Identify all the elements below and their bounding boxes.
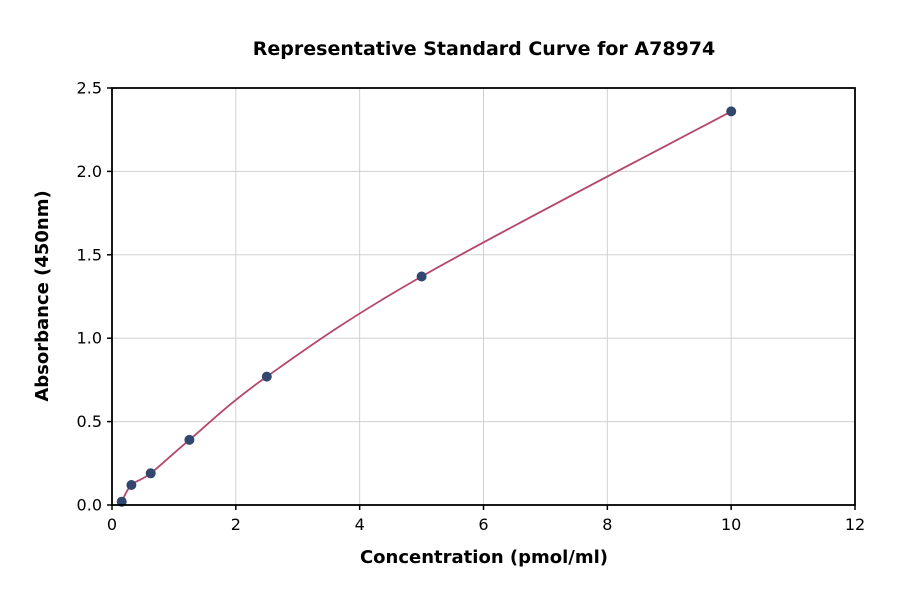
data-point (726, 106, 737, 117)
y-tick-label: 1.5 (77, 245, 102, 264)
fit-curve (120, 110, 732, 503)
gridlines (111, 87, 856, 506)
plot-frame (111, 87, 856, 506)
fit-curve-path (120, 110, 732, 503)
data-points (116, 106, 737, 507)
data-point (145, 468, 156, 479)
x-tick-label: 6 (478, 515, 488, 534)
x-tick-label: 4 (355, 515, 365, 534)
data-point (416, 271, 427, 282)
chart-title: Representative Standard Curve for A78974 (253, 38, 715, 60)
x-tick-label: 8 (602, 515, 612, 534)
x-tick-label: 0 (107, 515, 117, 534)
data-point (126, 480, 137, 490)
tick-labels: 0 2 4 6 8 10 12 0.0 0.5 1.0 1.5 2.0 2.5 (77, 79, 866, 535)
y-axis-label: Absorbance (450nm) (32, 190, 53, 401)
y-tick-label: 1.0 (77, 329, 102, 348)
y-tick-label: 2.0 (77, 162, 102, 181)
y-tick-label: 0.5 (77, 412, 102, 431)
axis-ticks (107, 87, 856, 510)
data-point (184, 434, 195, 445)
data-point (261, 371, 272, 382)
x-tick-label: 10 (721, 515, 741, 534)
y-tick-label: 2.5 (77, 79, 102, 98)
y-tick-label: 0.0 (77, 496, 102, 515)
x-tick-label: 12 (845, 515, 865, 534)
x-axis-label: Concentration (pmol/ml) (360, 547, 608, 568)
x-tick-label: 2 (231, 515, 241, 534)
